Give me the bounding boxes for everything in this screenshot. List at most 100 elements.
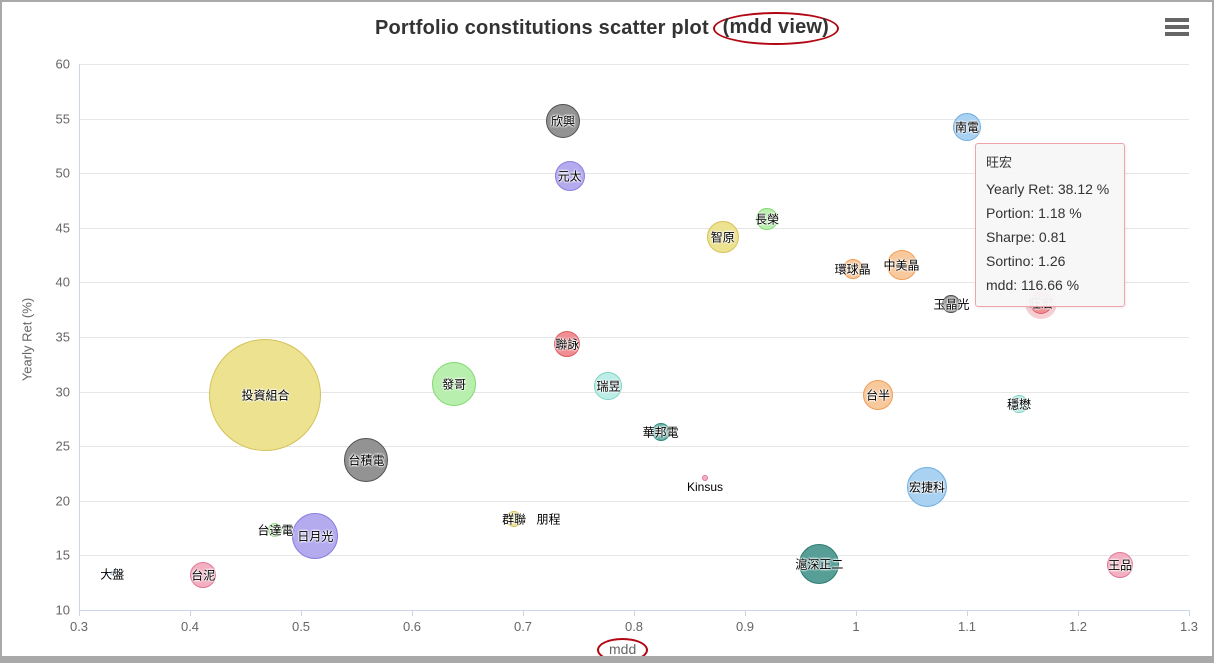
x-axis-tick-label: 1 [852, 619, 860, 634]
tooltip-line: mdd: 116.66 % [986, 277, 1080, 293]
scatter-point-label: 欣興 [550, 114, 575, 129]
scatter-point[interactable] [554, 161, 585, 192]
scatter-point[interactable] [268, 523, 283, 538]
scatter-point[interactable] [190, 562, 217, 589]
scatter-point[interactable] [594, 372, 623, 401]
scatter-point[interactable] [209, 338, 322, 451]
scatter-point-label: 投資組合 [241, 388, 290, 403]
scatter-point-label: 王品 [1108, 558, 1133, 573]
y-axis-tick-label: 40 [55, 274, 70, 290]
scatter-point-label: 長榮 [755, 212, 780, 227]
scatter-point-label: 元太 [557, 169, 582, 184]
scatter-point[interactable] [506, 511, 523, 528]
menu-bar [1165, 32, 1189, 36]
x-axis-title: mdd [597, 638, 649, 657]
x-axis-tick [634, 610, 635, 616]
scatter-point[interactable] [110, 570, 115, 575]
scatter-point-label: 南電 [954, 120, 980, 135]
scatter-point[interactable] [907, 466, 948, 507]
menu-bar [1165, 25, 1189, 29]
scatter-point[interactable] [842, 259, 863, 280]
scatter-point-label: 智原 [710, 230, 735, 245]
scatter-point-label: 瑞昱 [596, 379, 621, 394]
y-gridline [79, 446, 1189, 448]
y-axis-line [79, 64, 80, 610]
x-axis-title-label: mdd [609, 641, 637, 657]
scatter-point[interactable] [942, 295, 961, 314]
scatter-point[interactable] [756, 208, 779, 231]
x-axis-tick-label: 1.1 [957, 619, 977, 634]
x-axis-tick-label: 0.3 [69, 619, 89, 634]
scatter-point-label: 台泥 [191, 568, 216, 583]
scatter-point-label: 台半 [866, 388, 891, 403]
scatter-point-label: 發哥 [442, 377, 467, 392]
scatter-point[interactable] [886, 249, 917, 280]
scatter-point[interactable] [702, 474, 709, 481]
x-axis-tick [1189, 610, 1190, 616]
y-axis-tick-label: 35 [55, 329, 70, 345]
scatter-point[interactable] [706, 220, 739, 253]
tooltip-line: Portion: 1.18 % [986, 205, 1082, 221]
x-axis-tick [190, 610, 191, 616]
y-gridline [79, 282, 1189, 284]
x-axis-tick [412, 610, 413, 616]
x-axis-tick-label: 0.4 [180, 619, 200, 634]
y-gridline [79, 555, 1189, 557]
y-axis-tick-label: 15 [55, 547, 70, 563]
scatter-point[interactable] [545, 103, 580, 138]
y-axis-tick-label: 55 [55, 111, 70, 127]
scatter-point-label: 穩懋 [1007, 397, 1032, 412]
x-axis-tick-label: 0.7 [513, 619, 533, 634]
tooltip-lines: Yearly Ret: 38.12 % Portion: 1.18 % Sharpe… [986, 177, 1114, 297]
scatter-point[interactable] [554, 330, 581, 357]
scatter-point[interactable] [799, 544, 840, 585]
x-axis-tick-label: 0.9 [735, 619, 755, 634]
scatter-point-label: 群聯 [502, 512, 527, 527]
scatter-point-label: 大盤 [100, 567, 125, 582]
y-axis-tick-label: 30 [55, 384, 70, 400]
tooltip-title: 旺宏 [986, 155, 1013, 170]
scatter-point[interactable] [344, 438, 389, 483]
x-axis-tick [856, 610, 857, 616]
x-axis-tick-label: 1.3 [1179, 619, 1199, 634]
x-axis-tick [745, 610, 746, 616]
scatter-point[interactable] [953, 113, 981, 142]
tooltip-line: Sharpe: 0.81 [986, 229, 1067, 245]
tooltip: 旺宏 Yearly Ret: 38.12 % Portion: 1.18 % Sha… [975, 143, 1125, 307]
y-axis-tick-label: 20 [55, 493, 70, 509]
menu-bar [1165, 18, 1189, 22]
scatter-point[interactable] [1010, 394, 1029, 413]
scatter-point-label: 宏捷科 [909, 480, 946, 495]
x-axis-tick [301, 610, 302, 616]
chart-title-text: Portfolio constitutions scatter plot [374, 16, 709, 39]
y-gridline [79, 118, 1189, 120]
x-axis-tick-label: 1.2 [1068, 619, 1088, 634]
scatter-point[interactable] [1107, 552, 1134, 579]
y-axis-tick-label: 45 [55, 220, 70, 236]
scatter-point-label: 聯詠 [555, 337, 580, 352]
scatter-point-label: Kinsus [687, 479, 724, 494]
hamburger-menu-icon[interactable] [1165, 18, 1191, 38]
scatter-point-label: 朋程 [536, 512, 561, 527]
scatter-point-label: 環球晶 [834, 262, 871, 277]
x-axis-tick [967, 610, 968, 616]
scatter-point-label: 台積電 [348, 453, 385, 468]
scatter-point[interactable] [292, 512, 339, 559]
scatter-point[interactable] [863, 379, 894, 410]
tooltip-line: Sortino: 1.26 [986, 253, 1066, 269]
y-gridline [79, 337, 1189, 338]
scatter-point-label: 華邦電 [642, 425, 679, 440]
y-gridline [79, 227, 1189, 229]
x-axis-tick-label: 0.8 [624, 619, 644, 634]
chart-title-view-label: (mdd view) [722, 15, 830, 38]
y-gridline [79, 173, 1189, 175]
scatter-point-label: 中美晶 [883, 258, 920, 273]
x-axis-tick [523, 610, 524, 616]
scatter-point[interactable] [651, 423, 670, 441]
y-gridline [79, 391, 1189, 393]
scatter-point[interactable] [432, 361, 477, 406]
scatter-point-label: 玉晶光 [933, 297, 970, 312]
x-axis-title-ellipse: mdd [597, 638, 649, 657]
